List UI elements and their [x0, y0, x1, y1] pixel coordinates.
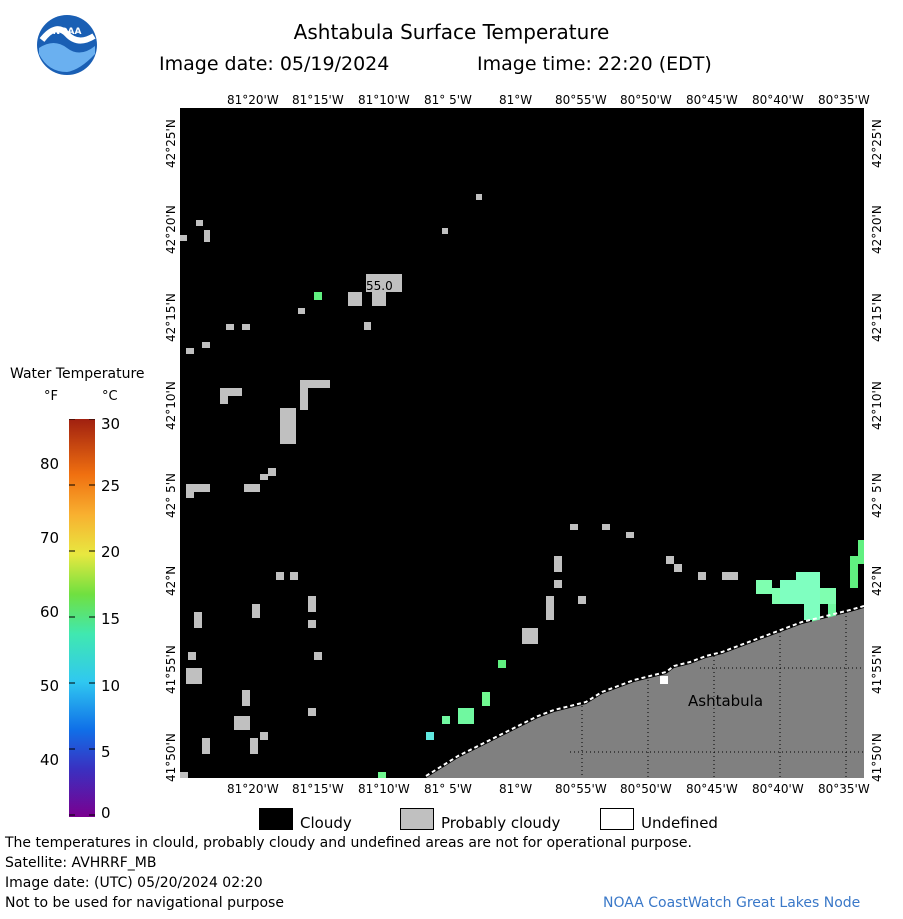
map-panel: 55.0 Ashtabula: [180, 108, 865, 778]
legend-swatch-cloudy: [259, 808, 293, 830]
lon-tick-top: 81°15'W: [292, 93, 344, 107]
footer-utc-date: Image date: (UTC) 05/20/2024 02:20: [5, 875, 263, 891]
lat-tick-right: 42°N: [870, 565, 884, 596]
noaa-logo: NOAA: [36, 14, 98, 76]
lon-tick-top: 81°W: [499, 93, 533, 107]
lon-tick-bottom: 80°45'W: [686, 782, 738, 796]
lat-tick-right: 41°50'N: [870, 733, 884, 782]
place-label-ashtabula: Ashtabula: [688, 692, 763, 710]
graticule: [570, 612, 864, 778]
lon-tick-bottom: 81°20'W: [227, 782, 279, 796]
lat-tick-left: 42°N: [164, 565, 178, 596]
colorbar-c-tick: 5: [101, 743, 111, 761]
probably-cloudy-patches: [180, 194, 738, 778]
image-date: Image date: 05/19/2024: [159, 53, 390, 75]
lon-tick-bottom: 80°55'W: [555, 782, 607, 796]
colorbar-f-tick: 50: [40, 677, 60, 695]
legend-label-undefined: Undefined: [641, 814, 718, 832]
land-area: [426, 608, 864, 778]
lon-tick-bottom: 81° 5'W: [424, 782, 472, 796]
colorbar-ticks: [69, 418, 95, 816]
lat-tick-left: 42°15'N: [164, 293, 178, 342]
lat-tick-left: 41°55'N: [164, 645, 178, 694]
legend-swatch-undefined: [600, 808, 634, 830]
lon-tick-bottom: 80°40'W: [752, 782, 804, 796]
colorbar-c-tick: 30: [101, 415, 121, 433]
lat-tick-right: 42° 5'N: [870, 473, 884, 518]
legend-label-cloudy: Cloudy: [300, 814, 352, 832]
lon-tick-top: 80°35'W: [818, 93, 870, 107]
map-svg: 55.0 Ashtabula: [180, 108, 865, 778]
lon-tick-bottom: 80°35'W: [818, 782, 870, 796]
footer-navigation-warning: Not to be used for navigational purpose: [5, 895, 284, 911]
footer-disclaimer: The temperatures in clould, probably clo…: [5, 835, 692, 851]
lat-tick-left: 42°20'N: [164, 205, 178, 254]
legend-label-probably-cloudy: Probably cloudy: [441, 814, 561, 832]
lon-tick-top: 80°45'W: [686, 93, 738, 107]
lat-tick-left: 42° 5'N: [164, 473, 178, 518]
lon-tick-top: 81° 5'W: [424, 93, 472, 107]
colorbar-title: Water Temperature: [10, 366, 145, 382]
footer-satellite: Satellite: AVHRRF_MB: [5, 855, 157, 871]
colorbar-f-tick: 80: [40, 455, 60, 473]
undefined-pixel: [660, 676, 668, 684]
colorbar-unit-f: °F: [44, 389, 58, 404]
point-temperature-label: 55.0: [366, 279, 393, 293]
image-time: Image time: 22:20 (EDT): [477, 53, 712, 75]
lat-tick-left: 41°50'N: [164, 733, 178, 782]
lon-tick-top: 80°40'W: [752, 93, 804, 107]
colorbar-c-tick: 20: [101, 543, 121, 561]
lat-tick-right: 42°15'N: [870, 293, 884, 342]
lon-tick-bottom: 80°50'W: [620, 782, 672, 796]
colorbar-gradient: [69, 419, 95, 817]
lat-tick-right: 42°20'N: [870, 205, 884, 254]
colorbar-f-tick: 60: [40, 603, 60, 621]
lon-tick-bottom: 81°15'W: [292, 782, 344, 796]
colorbar-unit-c: °C: [102, 389, 118, 404]
lat-tick-left: 42°25'N: [164, 119, 178, 168]
water-temperature-pixels: [314, 292, 864, 778]
lon-tick-top: 80°55'W: [555, 93, 607, 107]
colorbar-c-tick: 25: [101, 477, 121, 495]
lat-tick-right: 41°55'N: [870, 645, 884, 694]
lat-tick-left: 42°10'N: [164, 381, 178, 430]
colorbar-f-tick: 70: [40, 529, 60, 547]
lat-tick-right: 42°10'N: [870, 381, 884, 430]
legend-swatch-probably-cloudy: [400, 808, 434, 830]
shoreline: [425, 605, 865, 777]
colorbar-f-tick: 40: [40, 751, 60, 769]
colorbar-c-tick: 10: [101, 677, 121, 695]
footer-credit: NOAA CoastWatch Great Lakes Node: [603, 895, 861, 911]
colorbar-c-tick: 0: [101, 804, 111, 822]
noaa-logo-text: NOAA: [53, 27, 82, 37]
lon-tick-bottom: 81°10'W: [358, 782, 410, 796]
lon-tick-top: 81°10'W: [358, 93, 410, 107]
lat-tick-right: 42°25'N: [870, 119, 884, 168]
lon-tick-bottom: 81°W: [499, 782, 533, 796]
colorbar-c-tick: 15: [101, 610, 121, 628]
lon-tick-top: 81°20'W: [227, 93, 279, 107]
lon-tick-top: 80°50'W: [620, 93, 672, 107]
colorbar: [69, 418, 95, 817]
page-title: Ashtabula Surface Temperature: [293, 20, 610, 44]
